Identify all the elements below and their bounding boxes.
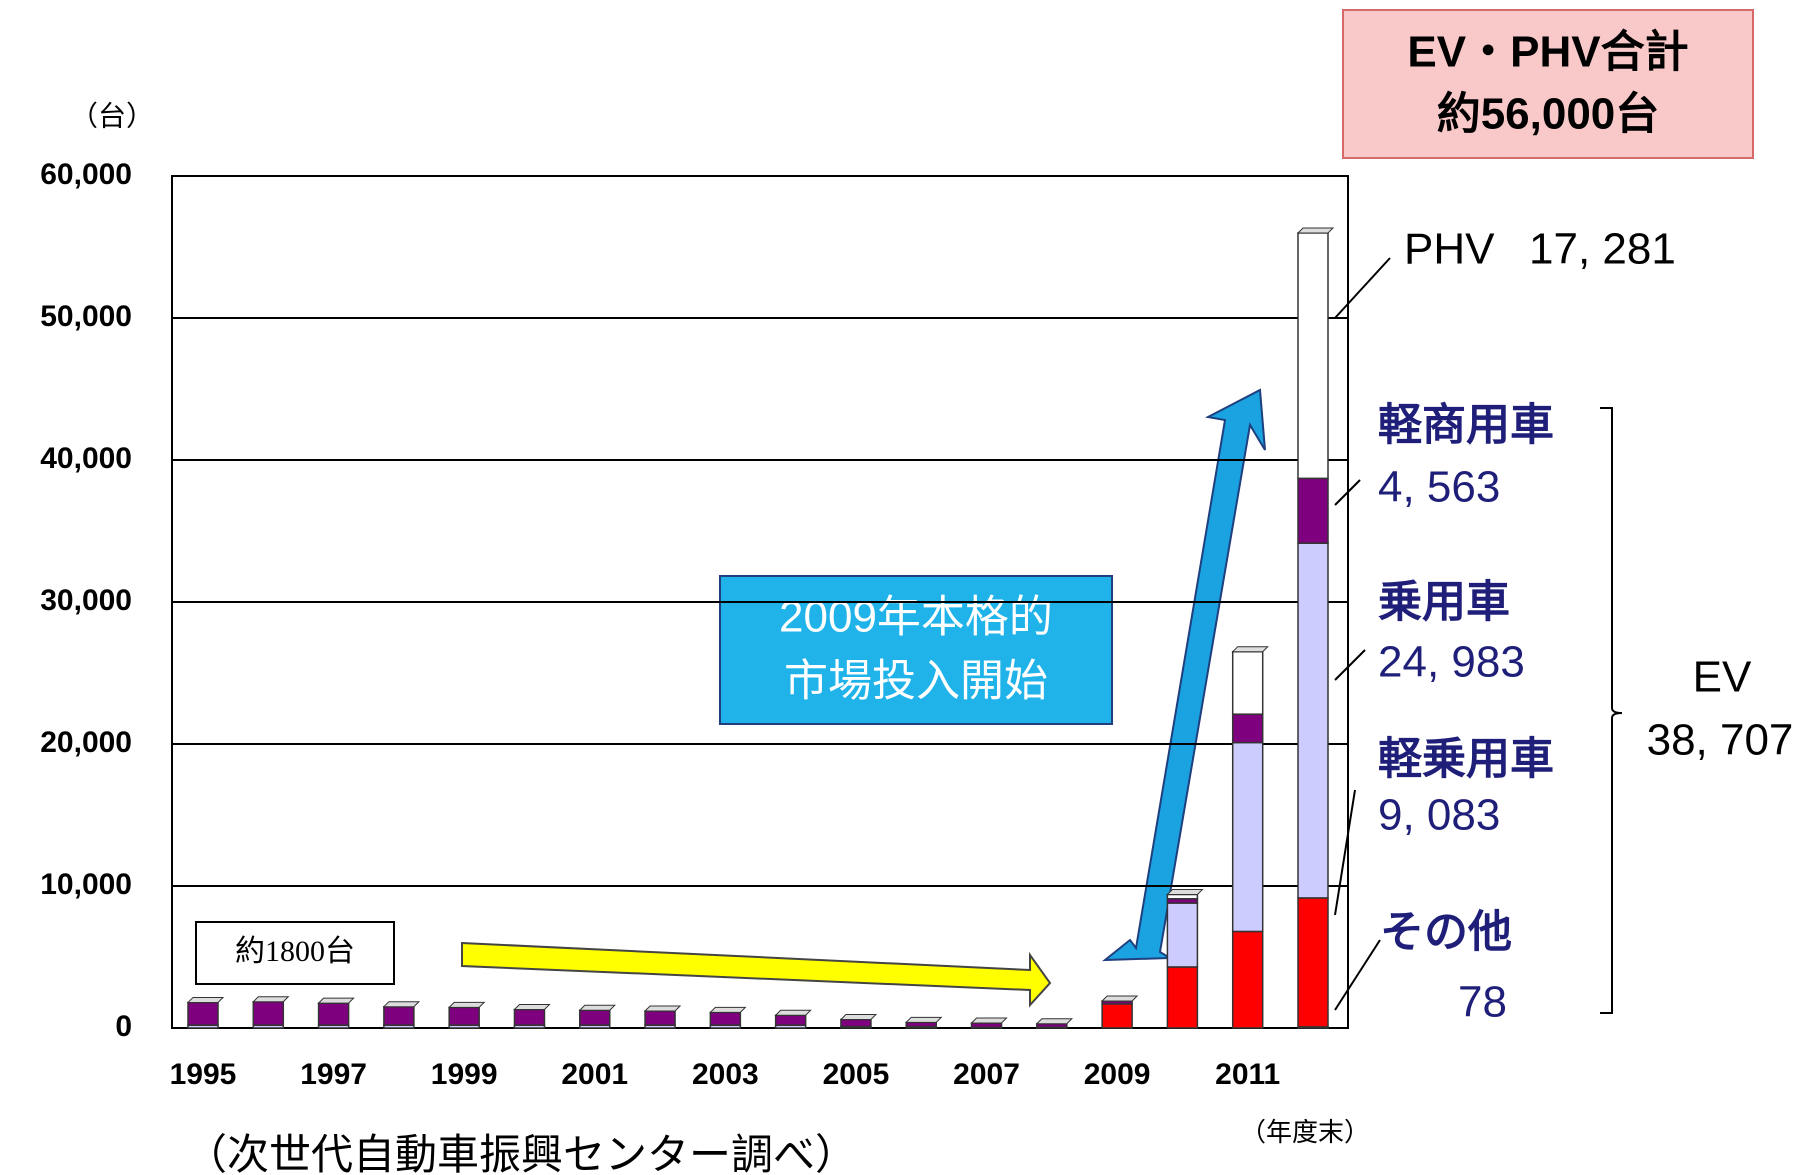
bar-top: [447, 1001, 486, 1008]
data-label: 78: [1458, 978, 1507, 1027]
series-name: 軽商用車: [1378, 401, 1554, 450]
x-tick-label: 2001: [561, 1058, 628, 1091]
total-box-line: EV・PHV合計: [1407, 28, 1688, 77]
bar-top: [1231, 646, 1269, 653]
x-tick-label: 2011: [1215, 1058, 1280, 1091]
x-tick-label: 2005: [823, 1058, 890, 1091]
leader-line: [1334, 649, 1366, 681]
early-box-text: 約1800台: [235, 935, 355, 968]
x-tick-label: 1997: [300, 1058, 367, 1091]
y-tick-label: 30,000: [40, 584, 132, 617]
data-label: 9, 083: [1378, 791, 1500, 840]
source: （次世代自動車振興センター調べ）: [185, 1131, 857, 1175]
bar-top: [643, 1005, 682, 1012]
y-axis-label: （台）: [70, 100, 154, 131]
bar-top: [970, 1017, 1008, 1024]
x-axis-label: （年度末）: [1240, 1117, 1370, 1147]
bar-top: [317, 997, 355, 1004]
series-name: 軽乗用車: [1378, 735, 1554, 784]
launch-box-line: 市場投入開始: [784, 657, 1048, 706]
series-name: 乗用車: [1378, 578, 1510, 627]
arrow: [461, 941, 1052, 1008]
bar-top: [1035, 1018, 1074, 1025]
leader-line: [1334, 257, 1391, 319]
x-tick-label: 2007: [953, 1058, 1020, 1091]
bar-segment: [579, 1009, 611, 1026]
ev-label: EV: [1693, 653, 1752, 702]
early-box: [195, 921, 395, 985]
bar-segment: [709, 1011, 742, 1026]
launch-box: [719, 575, 1113, 725]
launch-box-line: 2009年本格的: [779, 593, 1053, 642]
bar-top: [839, 1013, 878, 1020]
bar-segment: [1231, 930, 1264, 1029]
bar-segment: [644, 1010, 676, 1026]
x-tick-label: 1999: [431, 1058, 498, 1091]
bar-segment: [448, 1006, 480, 1026]
bar-segment: [1231, 741, 1264, 933]
series-name: PHV: [1404, 225, 1495, 274]
series-name: その他: [1380, 908, 1512, 957]
x-tick-label: 2009: [1084, 1058, 1151, 1091]
bar-segment: [774, 1014, 807, 1026]
bar-segment: [905, 1021, 937, 1028]
bar-top: [1166, 889, 1204, 896]
bar-top: [774, 1009, 812, 1016]
x-tick-label: 1995: [170, 1058, 237, 1091]
bar-segment: [970, 1022, 1003, 1029]
y-tick-label: 50,000: [40, 300, 132, 333]
y-tick-label: 10,000: [40, 868, 132, 901]
bar-segment: [252, 1000, 285, 1026]
y-tick-label: 40,000: [40, 442, 132, 475]
arrow: [1102, 388, 1266, 962]
total-box: [1342, 9, 1754, 159]
bar-segment: [1101, 1003, 1133, 1029]
data-label: 17, 281: [1529, 225, 1676, 274]
bar-segment: [1297, 477, 1329, 544]
bar-segment: [317, 1002, 350, 1026]
bar-top: [513, 1004, 551, 1011]
bar-top: [905, 1016, 943, 1023]
bar-segment: [187, 1001, 219, 1026]
bar-top: [382, 1001, 421, 1008]
data-label: 24, 983: [1378, 638, 1525, 687]
ev-value: 38, 707: [1647, 716, 1794, 765]
bar-top: [709, 1006, 747, 1013]
plot-frame: [171, 175, 1349, 1029]
bar-segment: [1231, 650, 1264, 715]
y-tick-label: 60,000: [40, 158, 132, 191]
bar-segment: [840, 1018, 872, 1028]
y-tick-label: 0: [115, 1010, 132, 1043]
bar-segment: [383, 1005, 415, 1026]
total-box-line: 約56,000台: [1437, 90, 1660, 139]
bar-top: [186, 996, 225, 1003]
bar-top: [1296, 227, 1335, 234]
bar-segment: [1297, 542, 1329, 899]
bar-segment: [1166, 893, 1199, 900]
bar-top: [1100, 995, 1139, 1002]
y-tick-label: 20,000: [40, 726, 132, 759]
bar-segment: [1231, 713, 1264, 744]
bar-segment: [1297, 897, 1329, 1028]
bar-segment: [1036, 1022, 1068, 1029]
bar-top: [578, 1004, 616, 1011]
bar-segment: [1166, 966, 1199, 1029]
data-label: 4, 563: [1378, 463, 1500, 512]
bar-segment: [1166, 902, 1199, 968]
bar-segment: [513, 1008, 546, 1026]
leader-line: [1334, 479, 1361, 506]
bar-segment: [1297, 232, 1329, 480]
leader-line: [1334, 939, 1381, 1011]
bar-top: [252, 996, 290, 1003]
bracket: [1600, 407, 1623, 1014]
x-tick-label: 2003: [692, 1058, 759, 1091]
leader-line: [1334, 789, 1356, 916]
